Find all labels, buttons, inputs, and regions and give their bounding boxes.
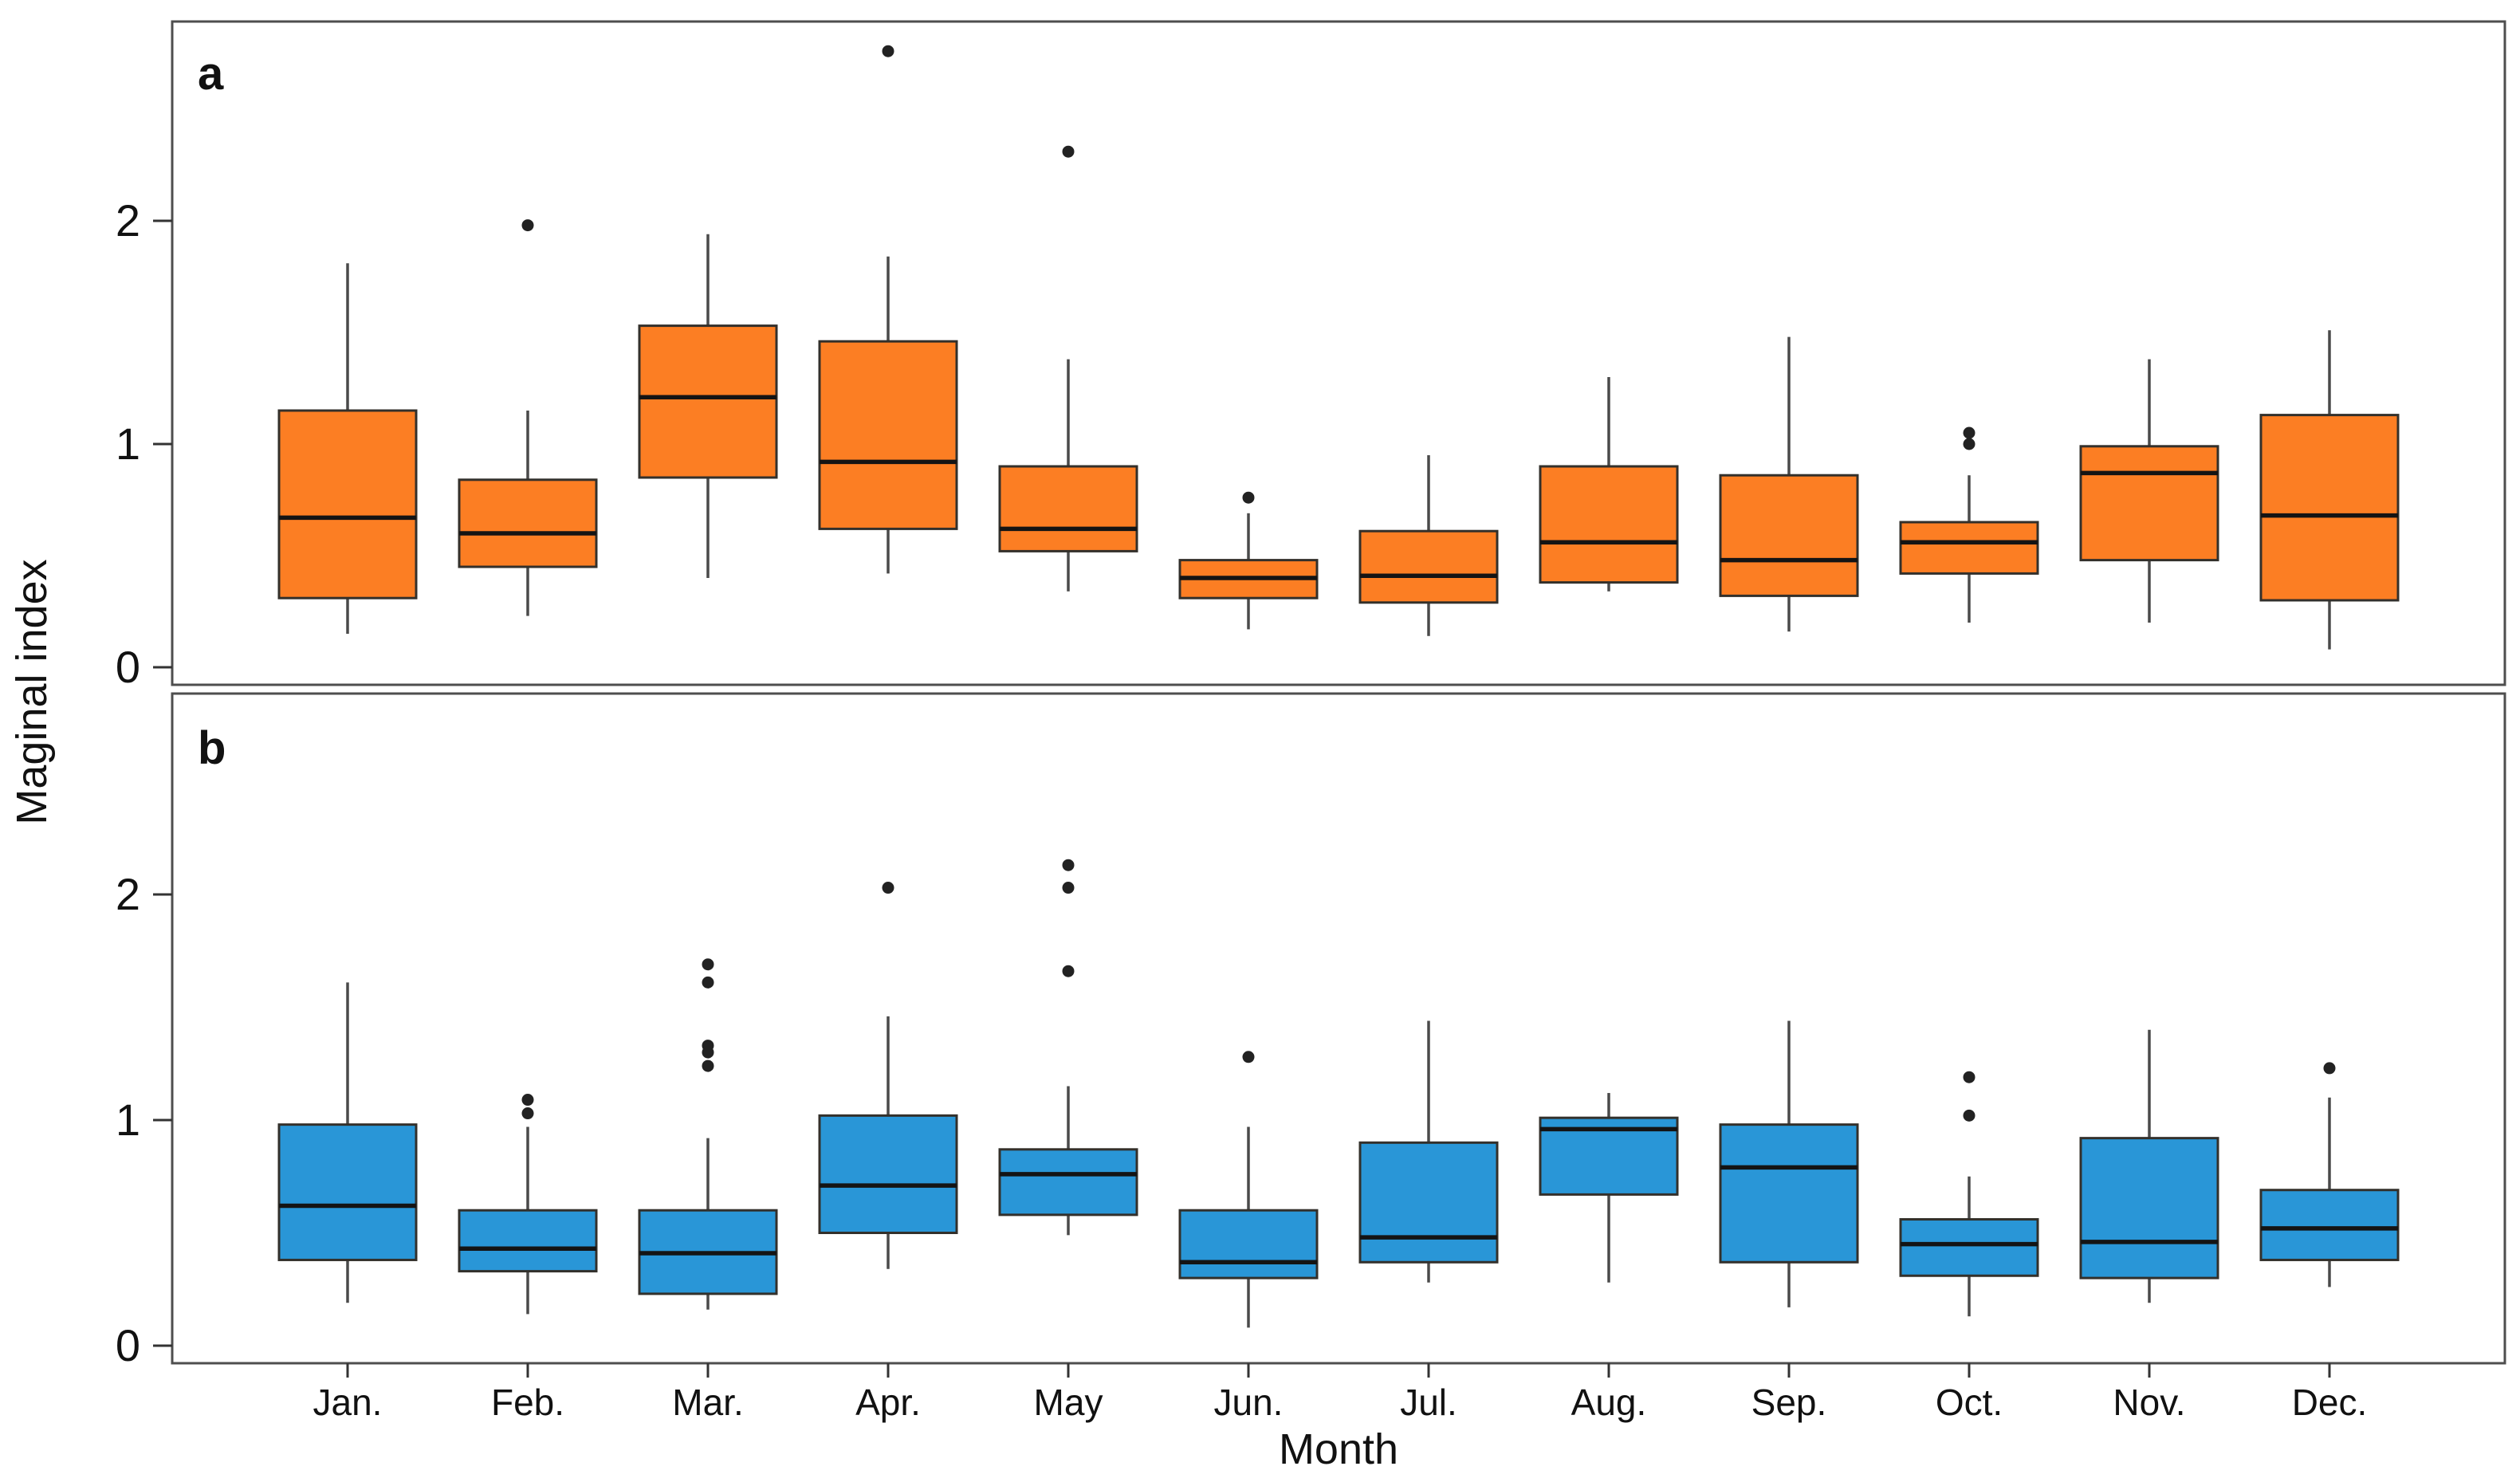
boxplot-a-jan — [277, 263, 418, 634]
x-tick-label-jun: Jun. — [1214, 1382, 1284, 1423]
x-tick-label-mar: Mar. — [672, 1382, 743, 1423]
iqr-box — [458, 1209, 598, 1273]
iqr-box — [998, 465, 1138, 552]
outlier-dot — [882, 882, 894, 894]
panel-letter-b: b — [198, 722, 226, 774]
y-tick-label-a-2: 2 — [116, 195, 140, 246]
outlier-dot — [1963, 438, 1976, 450]
iqr-box — [1719, 1123, 1859, 1264]
x-tick-label-sep: Sep. — [1751, 1382, 1827, 1423]
y-tick-label-b-2: 2 — [116, 869, 140, 919]
iqr-box — [2079, 1137, 2219, 1280]
x-tick-label-dec: Dec. — [2292, 1382, 2368, 1423]
x-tick-label-feb: Feb. — [491, 1382, 564, 1423]
outlier-dot — [1062, 882, 1075, 894]
outlier-dot — [702, 1046, 714, 1059]
x-axis-title: Month — [1279, 1425, 1398, 1473]
iqr-box — [1178, 1209, 1319, 1280]
outlier-dot — [1242, 491, 1255, 504]
iqr-box — [2259, 414, 2400, 602]
boxplot-a-may — [998, 145, 1138, 592]
boxplot-b-mar — [638, 958, 778, 1310]
iqr-box — [1358, 1141, 1499, 1264]
outlier-dot — [1242, 1051, 1255, 1063]
x-tick-label-nov: Nov. — [2113, 1382, 2185, 1423]
y-tick-label-b-1: 1 — [116, 1095, 140, 1145]
boxplot-b-dec — [2259, 1062, 2400, 1287]
x-tick-label-jul: Jul. — [1400, 1382, 1457, 1423]
boxplot-b-feb — [458, 1094, 598, 1315]
boxplot-b-may — [998, 859, 1138, 1236]
outlier-dot — [702, 976, 714, 989]
boxplot-a-mar — [638, 234, 778, 578]
boxplot-b-jul — [1358, 1020, 1499, 1283]
iqr-box — [1358, 529, 1499, 604]
y-axis-title: Maginal index — [8, 559, 56, 824]
boxplot-b-jan — [277, 982, 418, 1303]
boxplot-a-feb — [458, 219, 598, 616]
x-tick-label-apr: Apr. — [855, 1382, 921, 1423]
x-tick-label-jan: Jan. — [313, 1382, 383, 1423]
boxplot-a-aug — [1539, 377, 1679, 592]
boxplot-b-sep — [1719, 1020, 1859, 1307]
iqr-box — [2259, 1189, 2400, 1261]
boxplot-b-oct — [1899, 1071, 2039, 1317]
outlier-dot — [1963, 1071, 1976, 1083]
y-tick-label-b-0: 0 — [116, 1320, 140, 1370]
iqr-box — [818, 340, 958, 530]
outlier-dot — [521, 1094, 534, 1107]
iqr-box — [1539, 465, 1679, 584]
boxplot-a-dec — [2259, 330, 2400, 650]
outlier-dot — [1062, 145, 1075, 158]
boxplot-a-oct — [1899, 427, 2039, 623]
boxplot-b-apr — [818, 882, 958, 1269]
iqr-box — [1899, 1218, 2039, 1277]
boxplot-a-apr — [818, 45, 958, 574]
outlier-dot — [882, 45, 894, 57]
y-tick-label-a-0: 0 — [116, 642, 140, 692]
outlier-dot — [702, 1059, 714, 1072]
boxplot-b-nov — [2079, 1029, 2219, 1303]
iqr-box — [458, 478, 598, 568]
x-tick-label-aug: Aug. — [1571, 1382, 1647, 1423]
panels-group: 0 1 2 a 0 1 2 b — [116, 20, 2506, 1370]
outlier-dot — [1963, 427, 1976, 439]
x-tick-label-oct: Oct. — [1936, 1382, 2003, 1423]
panel-b-border — [171, 692, 2506, 1365]
iqr-box — [1719, 474, 1859, 597]
outlier-dot — [521, 219, 534, 232]
boxplot-a-nov — [2079, 359, 2219, 623]
x-tick-label-may: May — [1034, 1382, 1103, 1423]
outlier-dot — [1062, 965, 1075, 977]
iqr-box — [277, 1123, 418, 1261]
x-axis: Jan. Feb. Mar. Apr. May Jun. Jul. Aug. Sep. Oct. N… — [313, 1363, 2368, 1423]
panel-a-border — [171, 20, 2506, 686]
iqr-box — [638, 324, 778, 479]
outlier-dot — [1963, 1109, 1976, 1122]
outlier-dot — [2323, 1062, 2336, 1075]
y-tick-label-a-1: 1 — [116, 419, 140, 469]
iqr-box — [2079, 445, 2219, 562]
iqr-box — [277, 409, 418, 599]
panel-b: 0 1 2 b — [116, 692, 2506, 1370]
boxplot-a-jul — [1358, 455, 1499, 636]
iqr-box — [998, 1148, 1138, 1217]
panel-letter-a: a — [198, 48, 224, 100]
iqr-box — [818, 1114, 958, 1234]
boxplot-a-sep — [1719, 336, 1859, 632]
boxplot-b-jun — [1178, 1051, 1319, 1328]
outlier-dot — [702, 958, 714, 971]
boxplot-a-jun — [1178, 491, 1319, 630]
outlier-dot — [521, 1107, 534, 1120]
boxplot-b-aug — [1539, 1093, 1679, 1283]
iqr-box — [1899, 521, 2039, 575]
outlier-dot — [1062, 859, 1075, 871]
panel-a: 0 1 2 a — [116, 20, 2506, 692]
